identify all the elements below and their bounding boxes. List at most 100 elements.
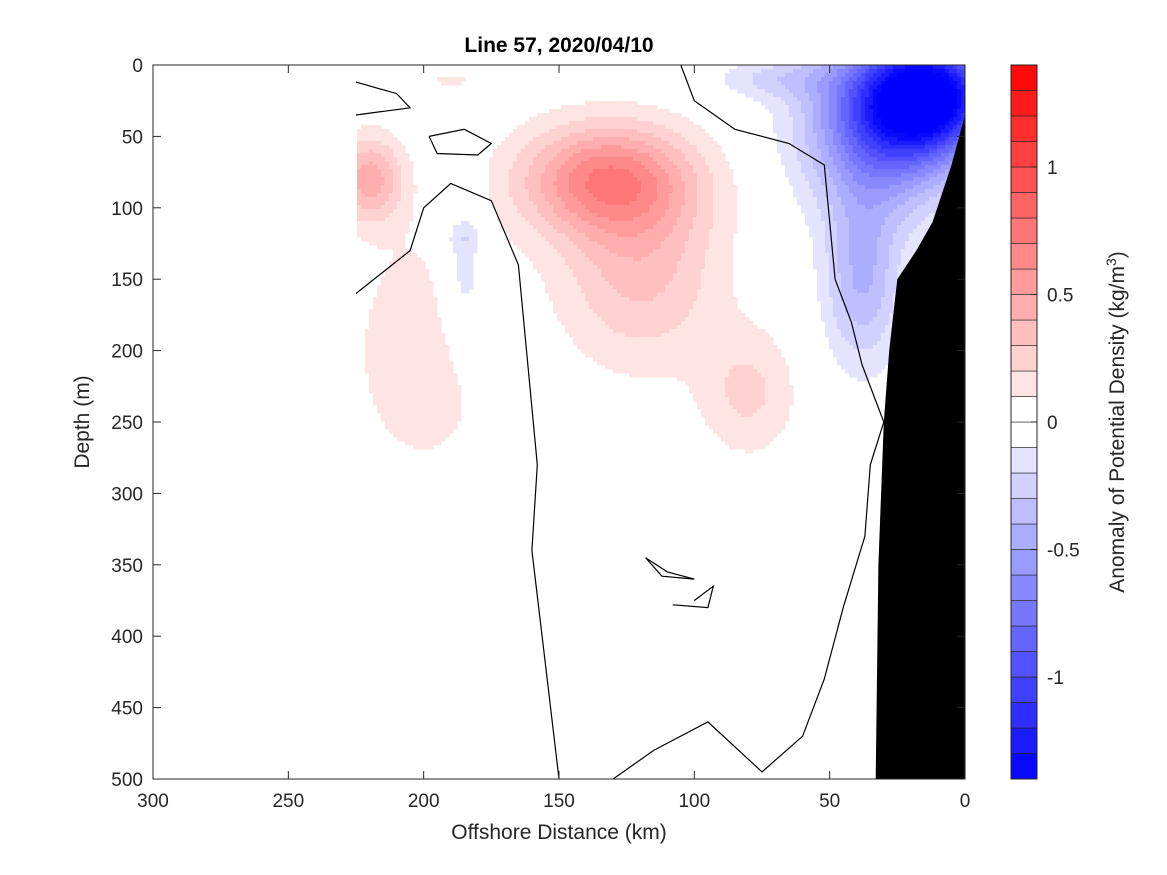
anomaly-cell [689, 165, 694, 170]
anomaly-cell [617, 233, 622, 238]
anomaly-cell [713, 405, 718, 410]
anomaly-cell [573, 293, 578, 298]
anomaly-cell [673, 337, 678, 342]
anomaly-cell [401, 389, 406, 394]
anomaly-cell [569, 277, 574, 282]
anomaly-cell [381, 173, 386, 178]
anomaly-cell [629, 173, 634, 178]
anomaly-cell [397, 361, 402, 366]
anomaly-cell [417, 277, 422, 282]
anomaly-cell [725, 325, 730, 330]
anomaly-cell [425, 393, 430, 398]
anomaly-cell [493, 153, 498, 158]
anomaly-cell [541, 269, 546, 274]
anomaly-cell [589, 241, 594, 246]
anomaly-cell [593, 105, 598, 110]
anomaly-cell [401, 337, 406, 342]
anomaly-cell [725, 193, 730, 198]
anomaly-cell [505, 149, 510, 154]
anomaly-cell [681, 157, 686, 162]
anomaly-cell [705, 385, 710, 390]
anomaly-cell [689, 289, 694, 294]
anomaly-cell [589, 313, 594, 318]
anomaly-cell [613, 253, 618, 258]
anomaly-cell [521, 137, 526, 142]
anomaly-cell [625, 221, 630, 226]
anomaly-cell [497, 205, 502, 210]
anomaly-cell [393, 177, 398, 182]
anomaly-cell [553, 257, 558, 262]
anomaly-cell [745, 357, 750, 362]
anomaly-cell [369, 125, 374, 130]
anomaly-cell [509, 177, 514, 182]
anomaly-cell [413, 293, 418, 298]
anomaly-cell [609, 109, 614, 114]
anomaly-cell [709, 369, 714, 374]
anomaly-cell [677, 209, 682, 214]
anomaly-cell [597, 333, 602, 338]
anomaly-cell [681, 205, 686, 210]
anomaly-cell [425, 381, 430, 386]
anomaly-cell [701, 309, 706, 314]
anomaly-cell [661, 229, 666, 234]
anomaly-cell [545, 149, 550, 154]
anomaly-cell [693, 173, 698, 178]
anomaly-cell [697, 197, 702, 202]
anomaly-cell [689, 233, 694, 238]
anomaly-cell [669, 141, 674, 146]
anomaly-cell [533, 233, 538, 238]
anomaly-cell [673, 293, 678, 298]
anomaly-cell [741, 405, 746, 410]
anomaly-cell [605, 105, 610, 110]
anomaly-cell [577, 173, 582, 178]
anomaly-cell [585, 337, 590, 342]
anomaly-cell [721, 433, 726, 438]
anomaly-cell [629, 181, 634, 186]
anomaly-cell [701, 217, 706, 222]
anomaly-cell [581, 237, 586, 242]
anomaly-cell [645, 273, 650, 278]
anomaly-cell [701, 325, 706, 330]
anomaly-cell [729, 389, 734, 394]
anomaly-cell [381, 413, 386, 418]
anomaly-cell [653, 333, 658, 338]
anomaly-cell [633, 333, 638, 338]
anomaly-cell [649, 193, 654, 198]
anomaly-cell [729, 293, 734, 298]
anomaly-cell [397, 213, 402, 218]
anomaly-cell [677, 137, 682, 142]
anomaly-cell [577, 337, 582, 342]
anomaly-cell [421, 305, 426, 310]
anomaly-cell [613, 269, 618, 274]
anomaly-cell [389, 357, 394, 362]
anomaly-cell [669, 281, 674, 286]
anomaly-cell [453, 425, 458, 430]
anomaly-cell [565, 273, 570, 278]
anomaly-cell [537, 149, 542, 154]
anomaly-cell [509, 213, 514, 218]
anomaly-cell [413, 353, 418, 358]
anomaly-cell [613, 193, 618, 198]
anomaly-cell [681, 309, 686, 314]
anomaly-cell [393, 345, 398, 350]
anomaly-cell [509, 141, 514, 146]
anomaly-cell [401, 285, 406, 290]
anomaly-cell [525, 253, 530, 258]
anomaly-cell [569, 309, 574, 314]
anomaly-cell [725, 185, 730, 190]
anomaly-cell [605, 321, 610, 326]
anomaly-cell [665, 241, 670, 246]
anomaly-cell [601, 361, 606, 366]
anomaly-cell [661, 177, 666, 182]
anomaly-cell [713, 369, 718, 374]
anomaly-cell [541, 157, 546, 162]
anomaly-cell [597, 361, 602, 366]
anomaly-cell [413, 285, 418, 290]
anomaly-cell [365, 221, 370, 226]
anomaly-cell [729, 405, 734, 410]
anomaly-cell [609, 277, 614, 282]
anomaly-cell [745, 381, 750, 386]
anomaly-cell [545, 205, 550, 210]
anomaly-cell [669, 129, 674, 134]
anomaly-cell [389, 401, 394, 406]
